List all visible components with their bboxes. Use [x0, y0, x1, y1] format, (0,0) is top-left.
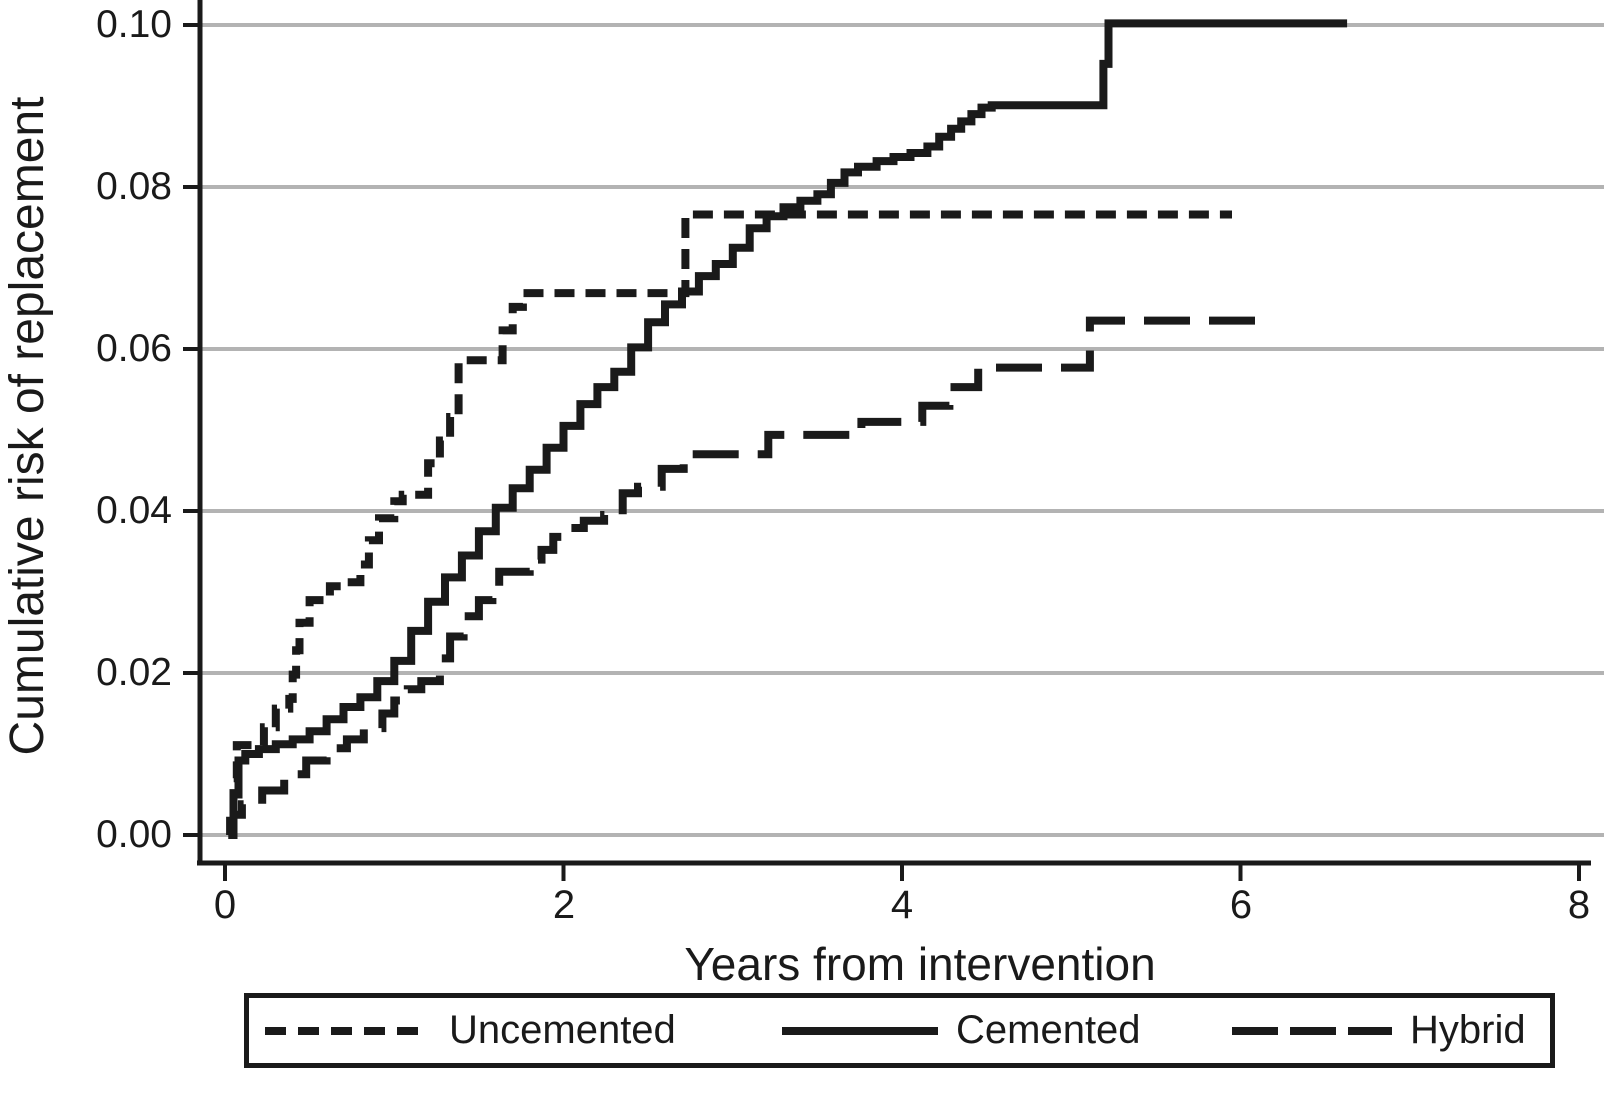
x-tick-label-2: 2: [552, 883, 576, 927]
legend-label-cemented: Cemented: [956, 1008, 1141, 1052]
y-tick-label-0.00: 0.00: [96, 813, 172, 856]
legend-label-uncemented: Uncemented: [449, 1008, 676, 1052]
x-tick-label-6: 6: [1229, 883, 1253, 927]
cemented-line-sample: [782, 1027, 938, 1035]
x-tick-label-4: 4: [890, 883, 914, 927]
x-tick-label-0: 0: [213, 883, 237, 927]
y-tick-label-0.08: 0.08: [96, 165, 172, 208]
x-tick-label-8: 8: [1567, 883, 1591, 927]
y-tick-label-0.10: 0.10: [96, 3, 172, 46]
hybrid-line-sample: [1232, 1027, 1392, 1035]
y-axis-title: Cumulative risk of replacement: [1, 96, 54, 756]
y-tick-label-0.02: 0.02: [96, 651, 172, 694]
y-tick-label-0.06: 0.06: [96, 327, 172, 370]
cemented-curve: [228, 19, 1348, 839]
uncemented-curve: [226, 210, 1232, 839]
y-tick-label-0.04: 0.04: [96, 489, 172, 532]
uncemented-line-sample: [265, 1027, 423, 1035]
legend-label-hybrid: Hybrid: [1410, 1008, 1526, 1052]
x-axis-title: Years from intervention: [684, 938, 1156, 990]
hybrid-curve: [228, 316, 1273, 839]
legend: Uncemented Cemented Hybrid: [244, 993, 1555, 1068]
